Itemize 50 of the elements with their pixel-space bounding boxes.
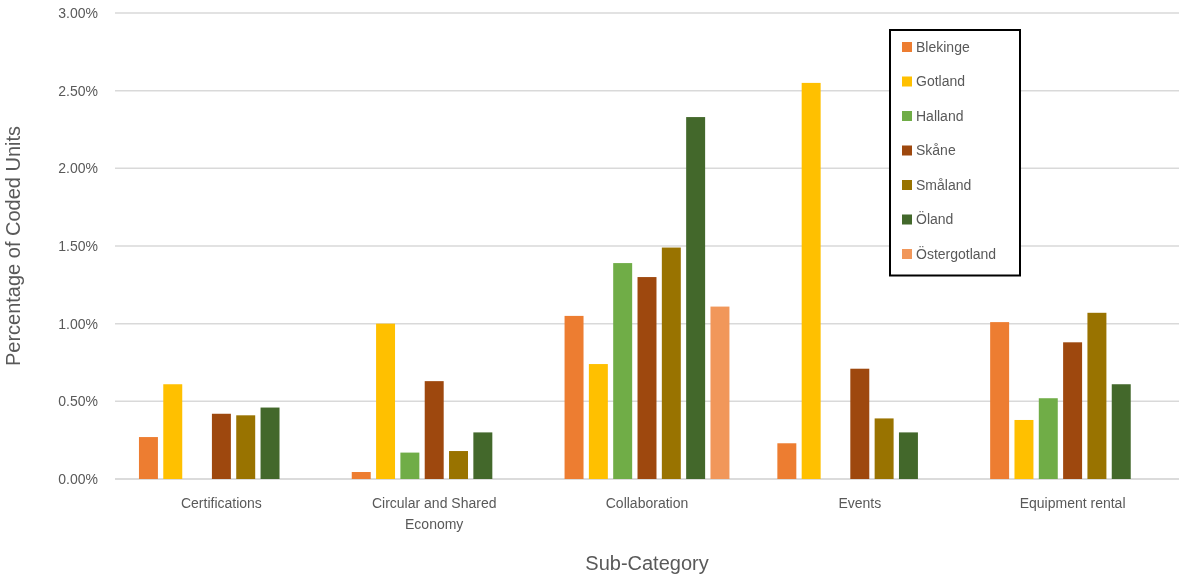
bar xyxy=(236,415,256,479)
bar xyxy=(1063,342,1083,479)
bar xyxy=(850,368,870,479)
bar xyxy=(777,443,797,479)
bar xyxy=(1038,398,1058,479)
bar xyxy=(990,322,1010,479)
x-tick-label: Events xyxy=(838,495,882,511)
bar xyxy=(613,263,633,479)
bar xyxy=(1014,419,1034,479)
bar xyxy=(686,117,706,479)
legend-label: Skåne xyxy=(916,142,956,159)
bar xyxy=(400,452,420,479)
bar xyxy=(637,277,657,479)
bar xyxy=(898,432,918,479)
legend-label: Öland xyxy=(916,210,954,228)
x-tick-label: Equipment rental xyxy=(1019,495,1126,511)
bar xyxy=(424,381,444,479)
legend-label: Småland xyxy=(916,176,972,193)
x-tick-label: Collaboration xyxy=(605,495,689,511)
bar xyxy=(449,451,468,479)
legend-label: Blekinge xyxy=(916,38,970,55)
bar xyxy=(1087,312,1107,479)
legend-label: Östergotland xyxy=(916,244,997,262)
y-tick-label: 0.00% xyxy=(58,470,98,487)
y-tick-label: 2.50% xyxy=(58,82,98,99)
bar xyxy=(351,472,371,479)
x-tick-label: Circular and Shared Economy xyxy=(371,495,497,532)
bar xyxy=(376,323,396,479)
y-axis-title: Percentage of Coded Units xyxy=(2,125,24,367)
bar xyxy=(163,384,183,479)
x-axis-title: Sub-Category xyxy=(585,552,709,574)
y-tick-label: 2.00% xyxy=(58,160,98,177)
legend-label: Halland xyxy=(916,107,964,124)
y-tick-label: 0.50% xyxy=(58,393,98,410)
bar xyxy=(874,418,894,479)
y-tick-label: 3.00% xyxy=(58,4,98,21)
bar xyxy=(710,306,730,479)
bar xyxy=(661,247,681,479)
legend-label: Gotland xyxy=(916,73,966,90)
bar xyxy=(588,364,608,479)
bar xyxy=(564,315,584,479)
bar xyxy=(260,407,280,479)
y-tick-label: 1.00% xyxy=(58,315,98,332)
bar xyxy=(211,413,231,479)
y-tick-label: 1.50% xyxy=(58,237,98,254)
x-tick-label: Certifications xyxy=(180,495,262,511)
bar xyxy=(1111,384,1131,479)
bar xyxy=(473,432,493,479)
bar xyxy=(801,82,821,479)
bar xyxy=(138,437,158,479)
